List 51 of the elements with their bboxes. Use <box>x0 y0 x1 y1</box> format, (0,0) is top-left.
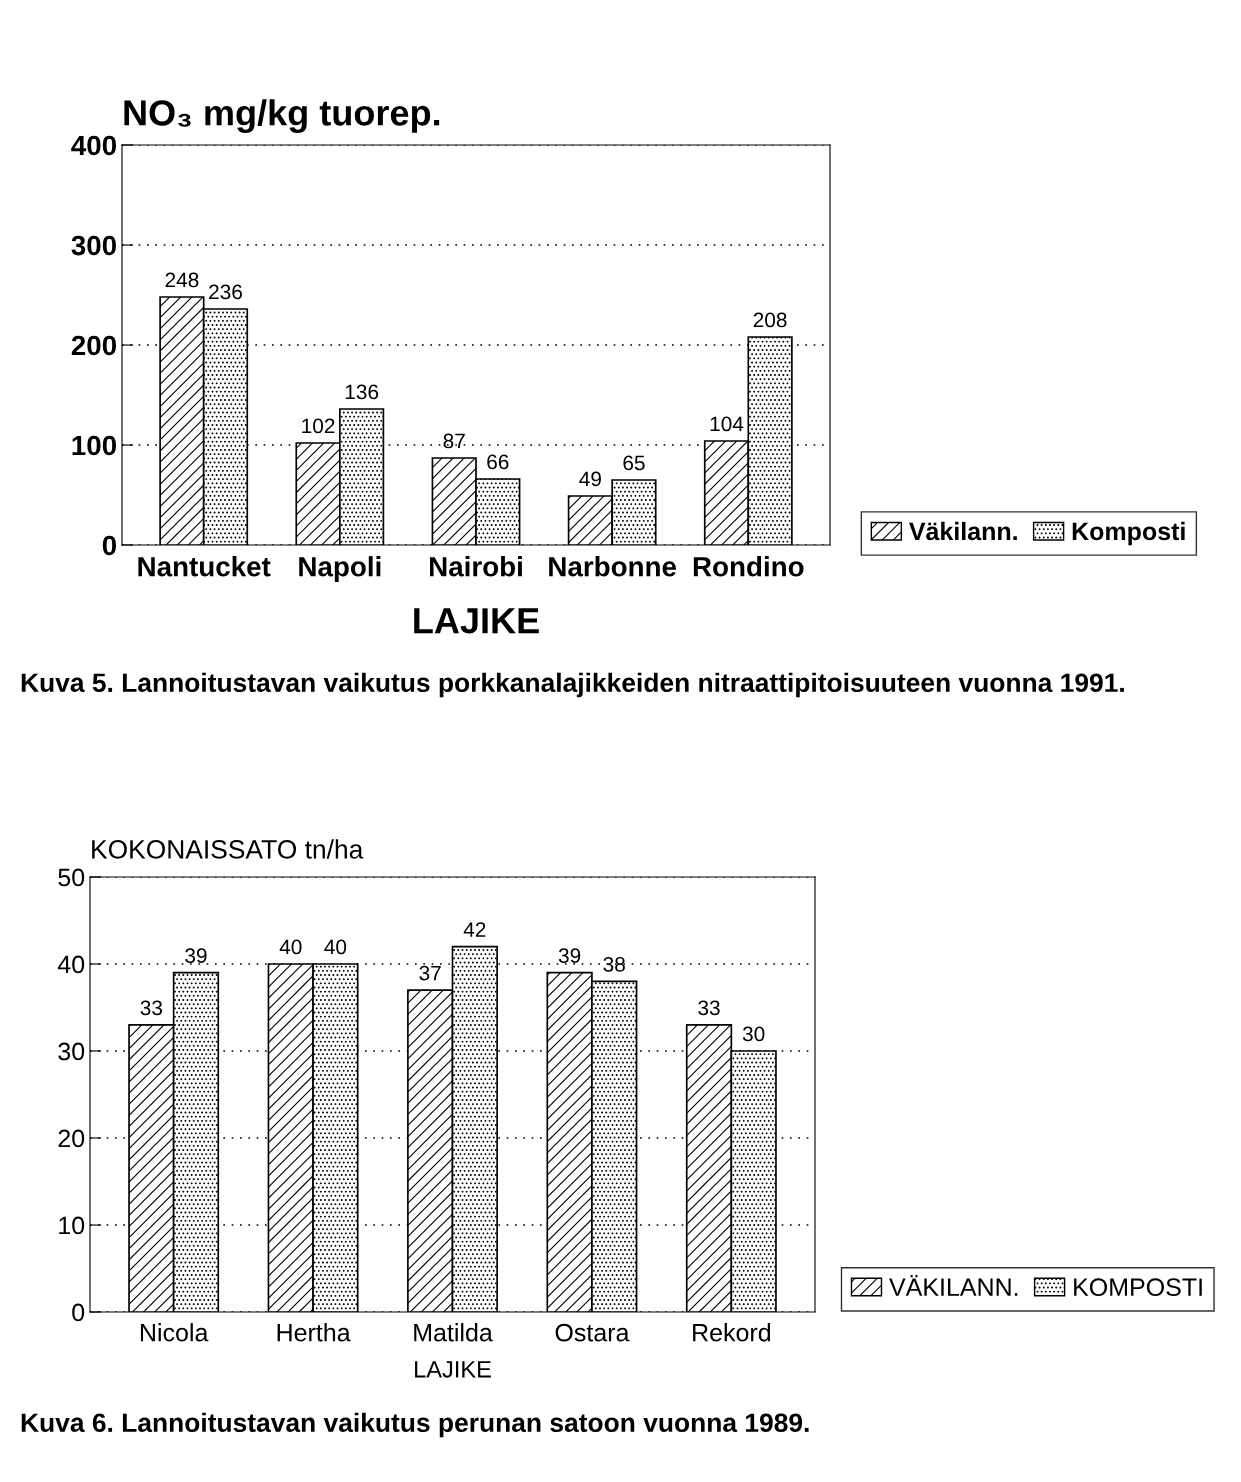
x-tick-label: Nicola <box>140 1323 209 1342</box>
x-tick-label: Ostara <box>555 1323 630 1342</box>
y-tick-label: 40 <box>57 955 85 974</box>
y-tick-label: 100 <box>72 435 117 456</box>
data-label: 33 <box>140 1000 163 1016</box>
x-tick-label: Nairobi <box>430 556 522 577</box>
y-tick-label: 50 <box>58 868 85 887</box>
x-tick-label: Hertha <box>277 1323 351 1342</box>
x-tick-label: Matilda <box>414 1323 493 1342</box>
y-axis-title: NO₃ mg/kg tuorep. <box>124 99 440 133</box>
data-label: 87 <box>443 433 465 449</box>
data-label: 248 <box>165 272 199 288</box>
y-axis-title: KOKONAISSATO tn/ha <box>92 839 364 859</box>
x-tick-label: Rondino <box>693 556 804 577</box>
x-tick-label: Nantucket <box>138 556 271 577</box>
y-tick-label: 300 <box>71 235 117 256</box>
x-tick-label: Narbonne <box>549 556 677 577</box>
data-label: 66 <box>487 454 509 470</box>
data-label: 236 <box>209 284 242 300</box>
y-tick-label: 200 <box>71 335 117 356</box>
data-label: 102 <box>302 418 335 434</box>
y-tick-label: 20 <box>58 1129 85 1148</box>
data-label: 37 <box>419 965 441 981</box>
y-tick-label: 0 <box>72 1303 85 1322</box>
y-tick-label: 30 <box>58 1042 85 1061</box>
data-label: 49 <box>579 471 601 487</box>
data-label: 40 <box>324 939 347 955</box>
y-tick-label: 10 <box>59 1216 85 1235</box>
y-tick-label: 400 <box>71 135 117 156</box>
x-tick-label: Napoli <box>299 556 381 583</box>
data-label: 65 <box>623 455 645 471</box>
data-label: 42 <box>463 922 486 937</box>
text: Kuva 5. Lannoitustavan vaikutus porkkanalajikkeiden nitraattipitoisuuteen vuonna 1991. <box>21 672 1124 698</box>
legend-label: Komposti <box>1072 521 1185 546</box>
data-label: 30 <box>742 1026 765 1042</box>
data-label: 39 <box>558 948 581 964</box>
legend-label: VÄKILANN. <box>889 1274 1018 1296</box>
data-label: 40 <box>279 939 302 955</box>
legend-label: KOMPOSTI <box>1074 1278 1202 1297</box>
x-axis-title: LAJIKE <box>414 608 539 634</box>
legend-label: Väkilann. <box>909 521 1017 541</box>
data-label: 136 <box>345 384 379 400</box>
data-label: 104 <box>710 416 744 432</box>
data-label: 33 <box>698 1000 720 1016</box>
x-tick-label: Rekord <box>693 1323 771 1342</box>
y-tick-label: 0 <box>102 535 116 556</box>
data-label: 208 <box>753 312 787 328</box>
data-label: 39 <box>185 948 207 964</box>
x-axis-title: LAJIKE <box>415 1361 491 1378</box>
data-label: 38 <box>603 956 625 972</box>
text: Kuva 6. Lannoitustavan vaikutus perunan satoon vuonna 1989. <box>21 1412 809 1438</box>
